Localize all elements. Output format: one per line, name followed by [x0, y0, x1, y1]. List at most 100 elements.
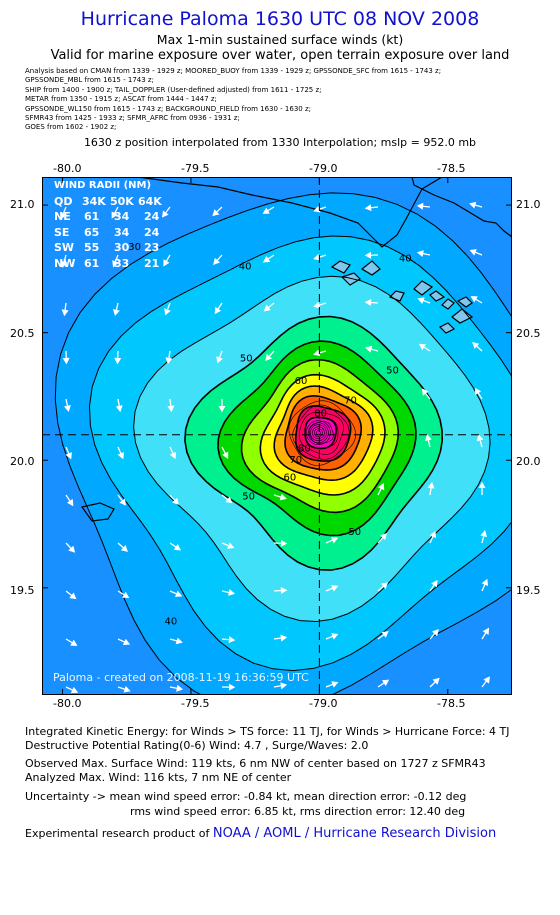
wind-arrow — [481, 627, 490, 640]
wind-arrow — [221, 683, 236, 691]
radii-col: 34K — [82, 194, 106, 208]
wind-arrow — [115, 398, 123, 413]
eye-ring — [312, 426, 325, 440]
source-line: SHIP from 1400 - 1900 z; TAIL_DOPPLER (U… — [25, 85, 322, 94]
arrow-head — [123, 685, 131, 693]
arrow-head — [381, 679, 390, 687]
wind-arrow — [325, 633, 339, 640]
arrow-head — [469, 201, 477, 209]
arrow-head — [483, 676, 491, 684]
hrd-link[interactable]: NOAA / AOML / Hurricane Research Divisio… — [212, 826, 497, 841]
wind-arrow — [117, 590, 130, 599]
arrow-head — [262, 256, 271, 263]
radii-cell: 24 — [144, 210, 160, 223]
arrow-head — [111, 211, 118, 219]
creation-credit: Paloma - created on 2008-11-19 16:36:59 … — [53, 671, 309, 684]
wind-arrow — [60, 206, 67, 220]
wind-arrow — [429, 579, 438, 592]
radii-cell: 61 — [84, 210, 100, 223]
wind-speed-bands — [55, 192, 512, 695]
radii-col: 50K — [110, 194, 134, 208]
arrow-head — [416, 202, 424, 210]
isotach-line — [288, 400, 356, 466]
isotach-line — [305, 417, 339, 449]
wind-arrow — [429, 677, 440, 688]
arrow-head — [122, 638, 131, 646]
wind-arrow — [481, 676, 491, 688]
wind-arrow — [429, 628, 439, 640]
wind-arrow — [273, 587, 288, 595]
lat-tick-right: 21.0 — [516, 198, 541, 211]
wind-arrow — [167, 398, 175, 413]
arrow-head — [265, 353, 273, 362]
lat-tick-right: 20.5 — [516, 327, 541, 340]
wind-arrow — [476, 434, 484, 448]
radii-cell: SW — [54, 241, 75, 254]
wind-arrow — [273, 493, 287, 501]
arrow-head — [173, 544, 182, 551]
lat-tick-right: 20.0 — [516, 455, 541, 468]
arrow-head — [431, 579, 438, 588]
wind-arrow — [221, 446, 229, 459]
arrow-head — [122, 591, 130, 599]
ike-line: Integrated Kinetic Energy: for Winds > T… — [25, 725, 510, 738]
arrow-head — [69, 592, 77, 600]
arrow-head — [313, 301, 321, 309]
radii-cell: 30 — [114, 241, 130, 254]
contour-label: 80 — [298, 444, 311, 455]
arrow-head — [474, 387, 482, 396]
wind-arrow — [114, 350, 122, 365]
lon-tick-bottom: -80.0 — [53, 697, 82, 710]
lon-tick-bottom: -79.0 — [309, 697, 338, 710]
wind-arrow — [218, 399, 226, 413]
wind-radii-title: WIND RADII (NM) — [54, 180, 152, 191]
arrow-head — [418, 343, 427, 351]
wind-arrow — [62, 350, 70, 365]
wind-arrow — [416, 250, 431, 257]
radii-cell: 34 — [114, 225, 130, 239]
arrow-head — [313, 349, 321, 357]
arrow-head — [280, 587, 288, 595]
isotach-line — [240, 358, 400, 514]
eye-ring — [310, 424, 327, 442]
dpr-line: Destructive Potential Rating(0-6) Wind: … — [25, 739, 369, 752]
wind-arrow — [478, 481, 486, 496]
wind-arrow — [65, 494, 74, 507]
source-line: SFMR43 from 1425 - 1933 z; SFMR_AFRC fro… — [25, 113, 240, 122]
arrow-head — [364, 251, 372, 259]
jamaica-coast — [80, 502, 115, 522]
radii-cell: 21 — [144, 256, 160, 270]
wind-arrow — [65, 638, 78, 646]
arrow-head — [70, 639, 78, 646]
cuba-coast — [137, 177, 444, 248]
contour-label: 60 — [284, 473, 297, 484]
source-line: GPSSONDE_WL150 from 1615 - 1743 z; BACKG… — [25, 104, 312, 113]
arrow-head — [263, 304, 271, 312]
radii-cell: 65 — [84, 225, 100, 239]
isotach-line — [217, 340, 417, 537]
arrow-head — [213, 257, 221, 266]
wind-arrow — [165, 350, 173, 365]
wind-arrow — [212, 206, 223, 217]
arrow-head — [429, 530, 437, 539]
arrow-head — [175, 637, 183, 645]
arrow-head — [280, 539, 288, 547]
radii-cell: 34 — [114, 210, 130, 223]
arrow-head — [313, 205, 321, 213]
arrow-head — [167, 405, 175, 413]
wind-arrow — [221, 636, 236, 644]
wind-arrow — [418, 343, 431, 352]
radii-cell: NW — [54, 256, 76, 270]
map-subtitle-1: Max 1-min sustained surface winds (kt) — [156, 32, 404, 47]
arrow-head — [476, 434, 484, 442]
arrow-head — [62, 357, 70, 365]
wind-arrow — [313, 301, 327, 309]
arrow-head — [214, 306, 222, 315]
arrow-head — [421, 388, 429, 396]
landmass-outlines — [80, 177, 512, 522]
contour-label: 70 — [289, 455, 302, 466]
arrow-head — [331, 681, 339, 688]
arrow-head — [481, 578, 489, 587]
wind-radii-table: WIND RADII (NM) QD 34K 50K 64K NE 61 34 24 SE 6… — [54, 178, 162, 271]
contour-label: 40 — [165, 617, 178, 628]
